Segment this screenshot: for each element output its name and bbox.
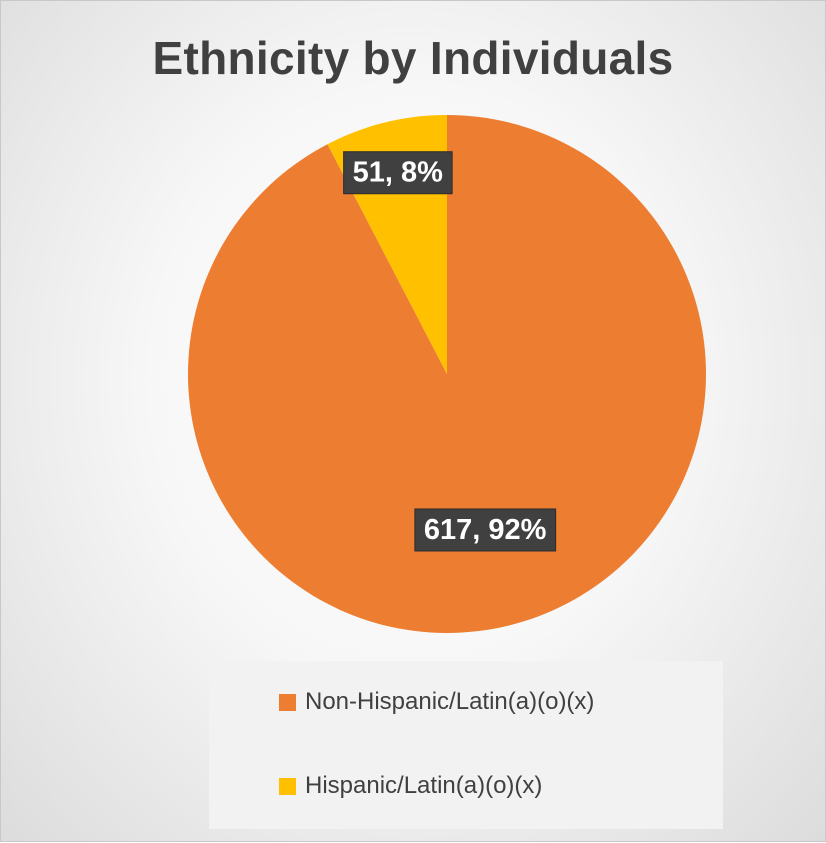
legend-label-hispanic: Hispanic/Latin(a)(o)(x) — [305, 772, 543, 799]
data-label-non-hispanic: 617, 92% — [414, 508, 557, 552]
slice-non-hispanic — [187, 115, 707, 633]
data-label-hispanic: 51, 8% — [343, 151, 453, 195]
legend-item-hispanic: Hispanic/Latin(a)(o)(x) — [279, 772, 542, 800]
legend-label-non-hispanic: Non-Hispanic/Latin(a)(o)(x) — [305, 688, 595, 715]
chart-title: Ethnicity by Individuals — [152, 32, 674, 84]
legend-item-non-hispanic: Non-Hispanic/Latin(a)(o)(x) — [279, 688, 594, 716]
legend-swatch-hispanic — [279, 777, 296, 795]
legend-swatch-non-hispanic — [279, 693, 296, 711]
svg-text:617, 92%: 617, 92% — [424, 514, 547, 546]
svg-text:51, 8%: 51, 8% — [353, 157, 443, 189]
legend: Non-Hispanic/Latin(a)(o)(x) Hispanic/Lat… — [209, 661, 723, 829]
